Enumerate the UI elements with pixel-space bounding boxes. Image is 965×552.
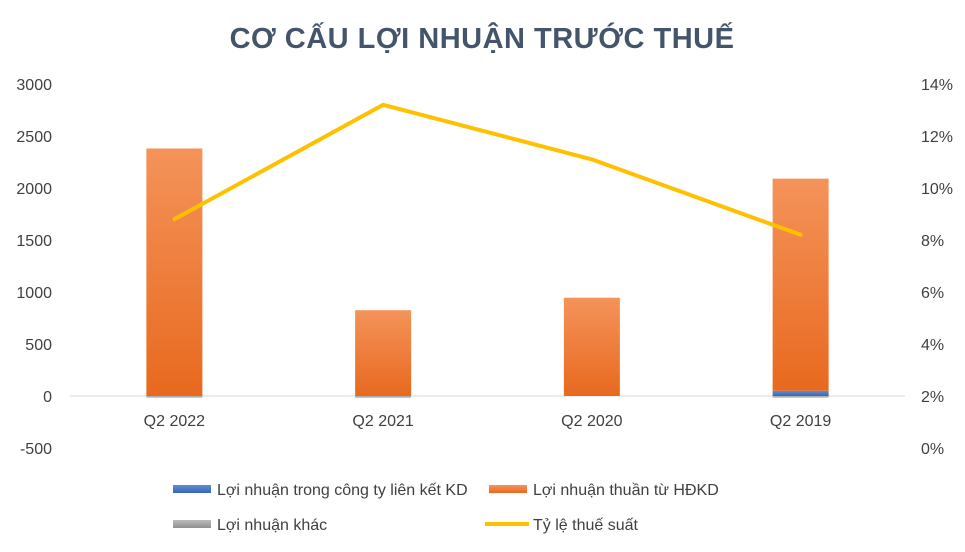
x-category-label: Q2 2022 [144, 413, 205, 430]
x-category-label: Q2 2021 [352, 413, 413, 430]
y-right-tick-label: 12% [921, 129, 953, 146]
chart-title: CƠ CẤU LỢI NHUẬN TRƯỚC THUẾ [230, 21, 735, 55]
y-right-tick-label: 4% [921, 337, 944, 354]
legend-label: Lợi nhuận trong công ty liên kết KD [217, 482, 468, 499]
bar-segment [355, 396, 412, 398]
bar-segment [772, 178, 829, 391]
bar-segment [146, 148, 203, 396]
y-left-axis: -500 0 500 1000 1500 2000 2500 3000 [16, 77, 52, 458]
line-series-group [172, 102, 803, 237]
x-category-label: Q2 2019 [770, 413, 831, 430]
legend-label: Lợi nhuận khác [217, 517, 327, 534]
bar-segment [146, 396, 203, 398]
bar-segment [563, 297, 620, 396]
legend-label: Tỷ lệ thuế suất [533, 517, 639, 534]
legend-swatch [173, 485, 211, 493]
y-right-tick-label: 14% [921, 77, 953, 94]
y-left-tick-label: 1000 [16, 285, 52, 302]
legend-label: Lợi nhuận thuần từ HĐKD [533, 482, 719, 499]
y-left-tick-label: 3000 [16, 77, 52, 94]
x-category-label: Q2 2020 [561, 413, 622, 430]
y-right-tick-label: 2% [921, 389, 944, 406]
y-right-tick-label: 0% [921, 441, 944, 458]
y-right-tick-label: 8% [921, 233, 944, 250]
tax-rate-line [172, 102, 803, 237]
x-axis-categories: Q2 2022 Q2 2021 Q2 2020 Q2 2019 [144, 413, 832, 430]
legend-swatch [489, 485, 527, 493]
y-right-tick-label: 10% [921, 181, 953, 198]
y-right-tick-label: 6% [921, 285, 944, 302]
y-right-axis: 0% 2% 4% 6% 8% 10% 12% 14% [921, 77, 953, 458]
legend-swatch [173, 520, 211, 528]
legend: Lợi nhuận trong công ty liên kết KD Lợi n… [173, 482, 719, 534]
y-left-tick-label: 500 [25, 337, 52, 354]
y-left-tick-label: 2500 [16, 129, 52, 146]
y-left-tick-label: 2000 [16, 181, 52, 198]
y-left-tick-label: 1500 [16, 233, 52, 250]
bars-group [146, 148, 829, 398]
y-left-tick-label: 0 [43, 389, 52, 406]
bar-segment [772, 390, 829, 396]
y-left-tick-label: -500 [20, 441, 52, 458]
bar-segment [772, 396, 829, 398]
bar-segment [355, 310, 412, 396]
